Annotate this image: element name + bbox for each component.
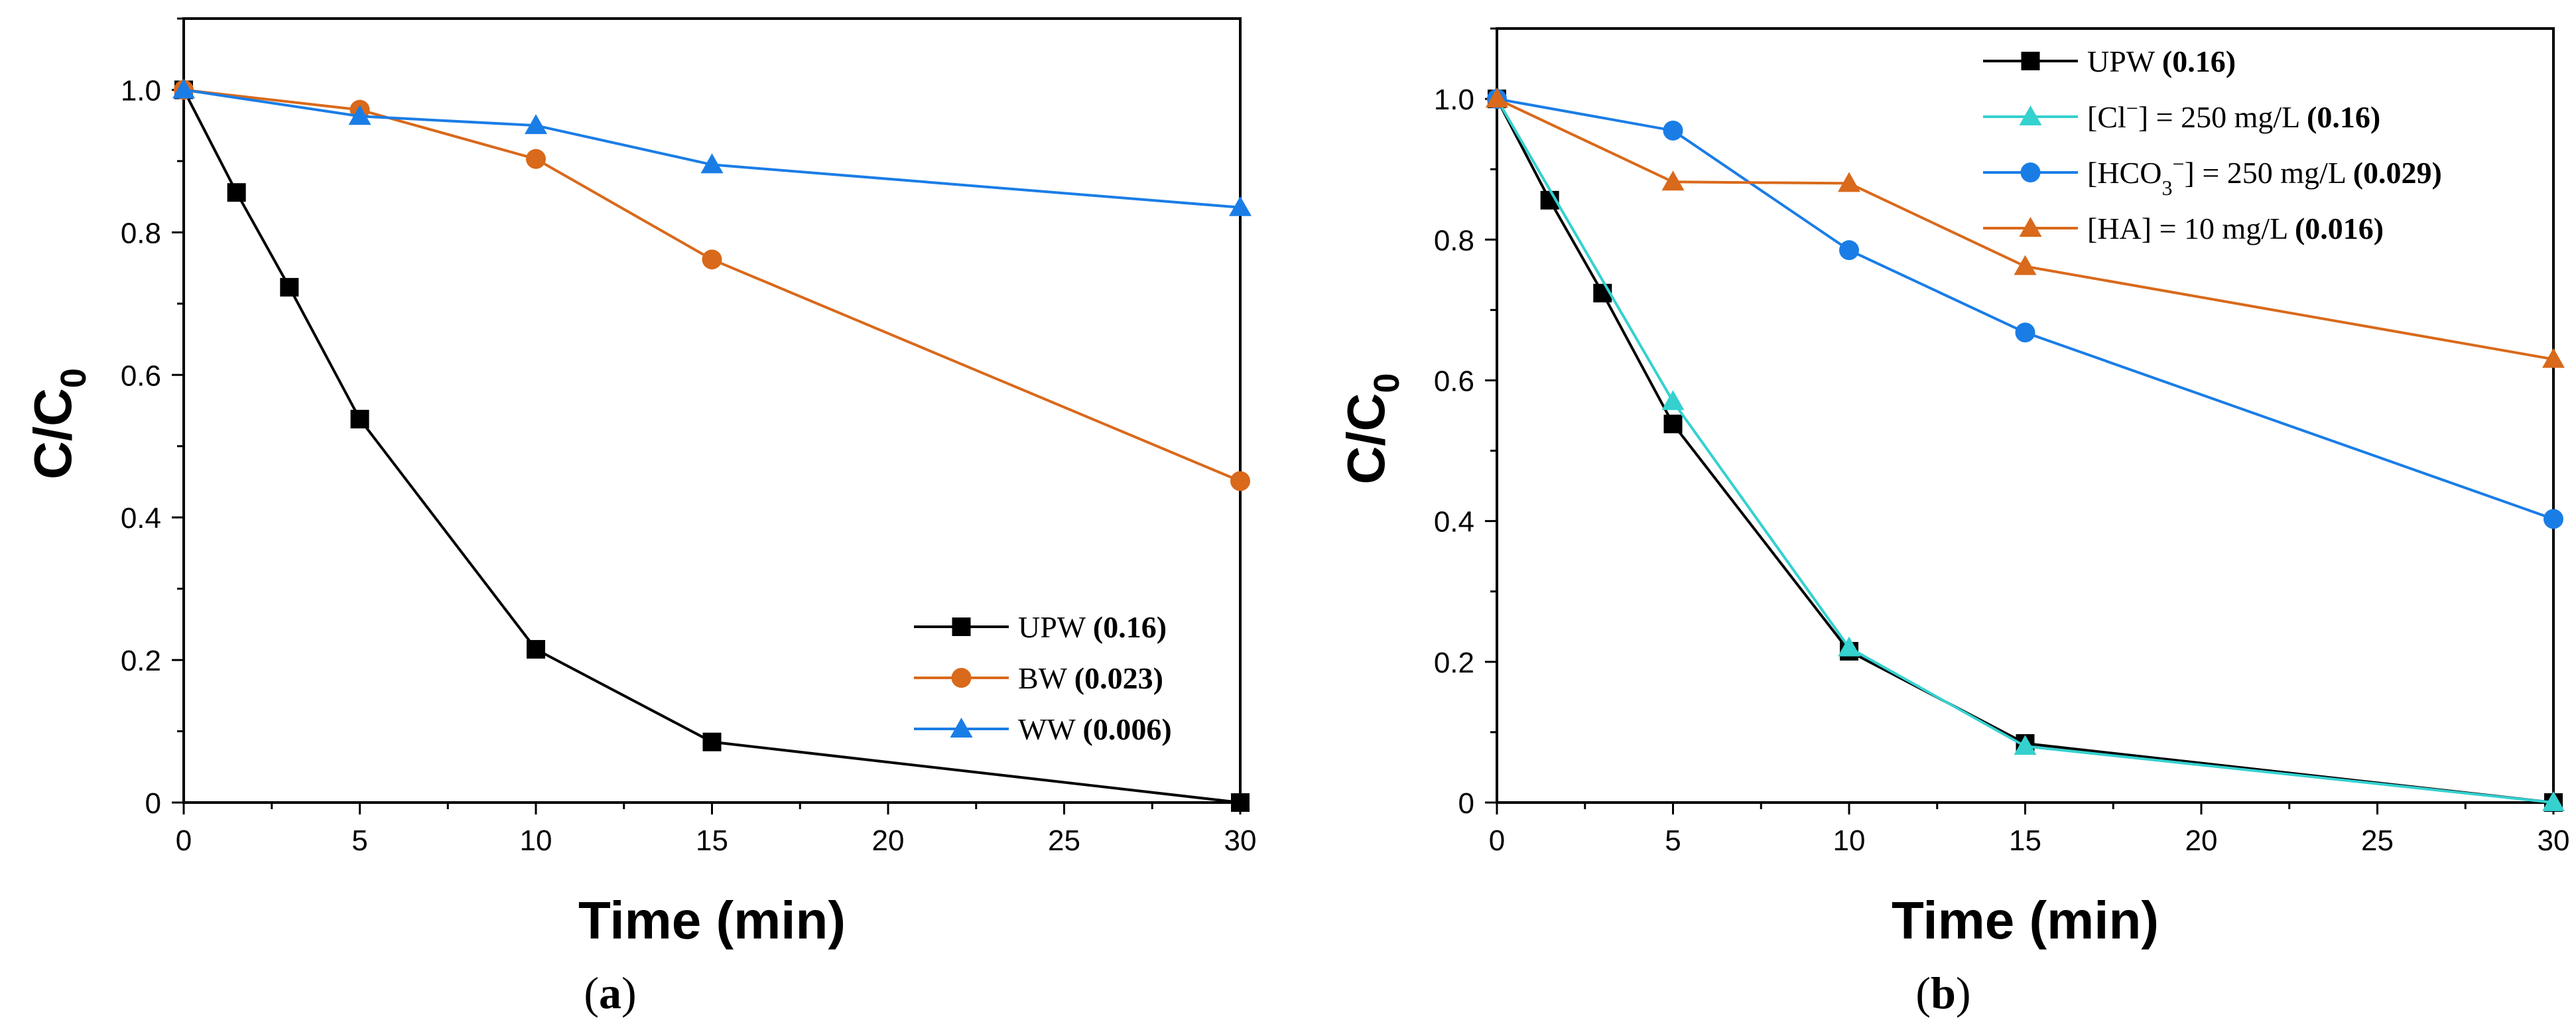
legend-marker [2019, 105, 2042, 125]
legend-entry: UPW (0.16) [2087, 44, 2236, 78]
legend-marker [2019, 217, 2042, 237]
data-point [702, 249, 722, 270]
y-tick-label: 1.0 [1434, 84, 1474, 116]
data-point [227, 183, 246, 202]
data-point [2542, 791, 2565, 811]
x-tick-label: 5 [1665, 824, 1681, 857]
y-tick-label: 0.6 [121, 359, 161, 392]
y-tick-label: 0.2 [1434, 647, 1474, 679]
legend-marker [950, 718, 973, 738]
legend-entry: BW (0.023) [1018, 661, 1163, 695]
legend-entry: WW (0.006) [1018, 712, 1172, 746]
x-tick-label: 0 [1489, 824, 1505, 857]
data-point [350, 409, 369, 428]
data-point [2014, 255, 2037, 275]
data-point [527, 639, 545, 659]
x-tick-label: 30 [2538, 824, 2570, 857]
x-axis-title: Time (min) [1892, 891, 2159, 950]
data-point [1661, 170, 1685, 191]
data-point [1231, 793, 1250, 812]
data-point [526, 149, 546, 169]
x-tick-label: 15 [2009, 824, 2041, 857]
y-tick-label: 0.6 [1434, 365, 1474, 397]
y-tick-label: 0 [1458, 787, 1474, 820]
series-line--cl-250-mg-l [1496, 98, 2554, 804]
y-tick-label: 0.8 [121, 217, 161, 249]
data-point [172, 78, 195, 99]
data-point [1839, 240, 1859, 261]
x-tick-label: 15 [696, 824, 728, 857]
legend-marker [2020, 162, 2041, 182]
y-tick-label: 0.4 [121, 502, 161, 535]
legend-entry: [Cl−] = 250 mg/L (0.16) [2087, 96, 2380, 134]
data-point [2015, 322, 2035, 343]
y-axis-title: C/C0 [1336, 373, 1407, 485]
legend-entry: [HA] = 10 mg/L (0.016) [2087, 212, 2384, 245]
data-point [280, 278, 299, 297]
series-line-bw [183, 88, 1241, 483]
x-axis-title: Time (min) [578, 891, 846, 950]
legend: UPW (0.16) BW (0.023) WW (0.006) [914, 610, 1172, 746]
data-point [1663, 120, 1683, 141]
series-line-upw [1496, 98, 2554, 804]
legend-entry: [HCO3−] = 250 mg/L (0.029) [2087, 152, 2442, 200]
x-tick-label: 25 [1048, 824, 1080, 857]
panel-label: (a) [584, 968, 636, 1018]
x-tick-label: 10 [1833, 824, 1866, 857]
data-point [2544, 509, 2563, 529]
x-tick-label: 25 [2361, 824, 2394, 857]
data-point [1230, 471, 1250, 491]
data-point [1838, 172, 1860, 192]
data-point [1838, 636, 1860, 657]
chart-panel-b: 0 5 10 15 20 25 30 0 0.2 0.4 0.6 0.8 1.0 Time (min) C/… [1336, 27, 2570, 1018]
y-tick-label: 0.2 [121, 645, 161, 677]
y-tick-label: 0.8 [1434, 224, 1474, 257]
data-point [700, 153, 724, 174]
data-point [702, 732, 722, 751]
legend-marker [951, 668, 972, 688]
data-point [1229, 196, 1252, 216]
series-line-upw [182, 89, 1241, 804]
data-point [1663, 415, 1683, 434]
x-tick-label: 5 [352, 824, 367, 857]
y-tick-label: 0.4 [1434, 506, 1474, 539]
data-point [348, 105, 371, 125]
data-point [2542, 348, 2565, 368]
x-tick-label: 0 [176, 824, 192, 857]
plot-frame [1496, 27, 2555, 804]
y-tick-label: 1.0 [121, 74, 161, 107]
y-tick-label: 0 [145, 787, 161, 820]
chart-panel-a: 0 5 10 15 20 25 30 0 0.2 0.4 0.6 0.8 1.0 Time (min) C/… [23, 17, 1257, 1018]
panel-label: (b) [1915, 968, 1970, 1018]
y-axis-title: C/C0 [23, 368, 94, 480]
legend: UPW (0.16) [Cl−] = 250 mg/L (0.16) [HCO3−]… [1983, 44, 2442, 245]
data-point [2014, 735, 2037, 755]
x-tick-label: 20 [872, 824, 905, 857]
data-point [525, 114, 547, 135]
legend-marker [952, 617, 971, 636]
legend-entry: UPW (0.16) [1018, 610, 1167, 644]
data-point [1486, 88, 1508, 108]
data-point [1661, 390, 1685, 411]
legend-marker [2021, 52, 2040, 70]
x-tick-label: 10 [520, 824, 552, 857]
x-tick-label: 20 [2185, 824, 2218, 857]
x-tick-label: 30 [1224, 824, 1257, 857]
